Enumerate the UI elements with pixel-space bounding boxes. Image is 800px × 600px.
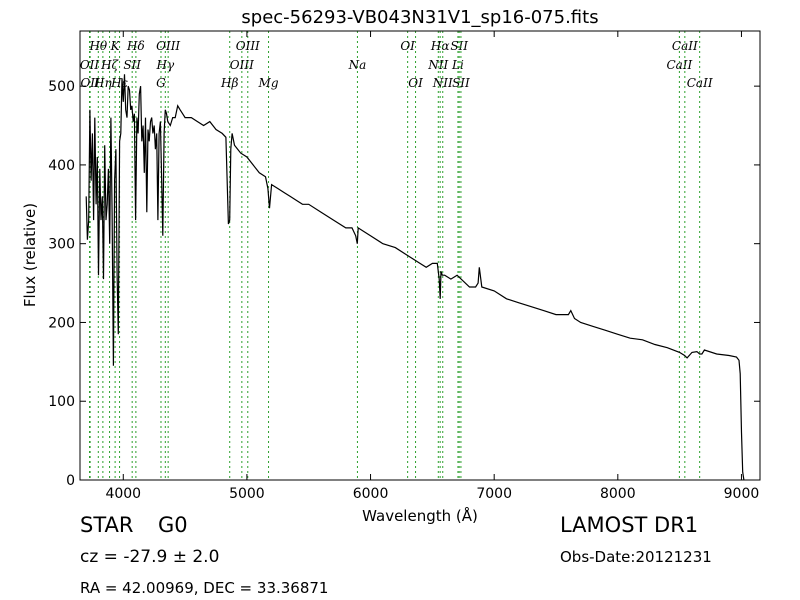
y-tick-label: 0 (66, 473, 75, 489)
y-tick-label: 100 (48, 394, 75, 410)
marker-label: Hη (93, 76, 112, 90)
line-markers: OIIOIIHθHηHζKHεSIIHδGHγOIIIHβOIIIOIIIMgN… (80, 31, 713, 480)
x-axis-label: Wavelength (Å) (362, 506, 478, 525)
object-class: STAR (80, 513, 134, 537)
observation-date: Obs-Date:20121231 (560, 548, 712, 566)
marker-label: CaII (666, 58, 692, 72)
marker-label: Hα (430, 39, 450, 53)
marker-label: Mg (258, 76, 279, 90)
x-tick-label: 8000 (600, 486, 636, 502)
chart-title: spec-56293-VB043N31V1_sp16-075.fits (241, 7, 598, 28)
sky-coordinates: RA = 42.00969, DEC = 33.36871 (80, 579, 329, 597)
marker-label: OII (80, 58, 100, 72)
marker-label: Hβ (220, 76, 238, 90)
x-tick-label: 6000 (353, 486, 389, 502)
marker-label: SII (123, 58, 141, 72)
survey-name: LAMOST DR1 (560, 513, 699, 537)
redshift-value: cz = -27.9 ± 2.0 (80, 547, 220, 567)
y-tick-label: 300 (48, 237, 75, 253)
axes: 4000 5000 6000 7000 8000 9000 0 100 200 300 400 500 (48, 31, 760, 502)
marker-label: Na (348, 58, 367, 72)
x-tick-label: 4000 (105, 486, 141, 502)
x-tick-label: 7000 (476, 486, 512, 502)
marker-label: OIII (156, 39, 180, 53)
y-axis-label: Flux (relative) (21, 203, 39, 307)
x-tick-label: 5000 (229, 486, 265, 502)
marker-label: NII (427, 58, 448, 72)
plot-frame (79, 30, 761, 481)
marker-label: CaII (672, 39, 698, 53)
marker-label: OI (400, 39, 415, 53)
marker-label: Li (451, 58, 464, 72)
marker-label: SII (450, 39, 468, 53)
x-tick-label: 9000 (724, 486, 760, 502)
object-subclass: G0 (158, 513, 188, 537)
y-tick-label: 500 (48, 79, 75, 95)
marker-label: NII (432, 76, 453, 90)
marker-label: CaII (687, 76, 713, 90)
marker-label: Hδ (126, 39, 145, 53)
marker-label: OI (408, 76, 423, 90)
marker-label: SII (452, 76, 470, 90)
y-tick-label: 200 (48, 315, 75, 331)
marker-label: Hθ (88, 39, 107, 53)
marker-label: OIII (236, 39, 260, 53)
marker-label: OIII (230, 58, 254, 72)
y-tick-label: 400 (48, 158, 75, 174)
marker-label: Hζ (100, 58, 119, 72)
spectrum-line (85, 74, 745, 481)
marker-label: Hγ (155, 58, 174, 72)
marker-label: K (110, 39, 121, 53)
marker-label: G (156, 76, 166, 90)
